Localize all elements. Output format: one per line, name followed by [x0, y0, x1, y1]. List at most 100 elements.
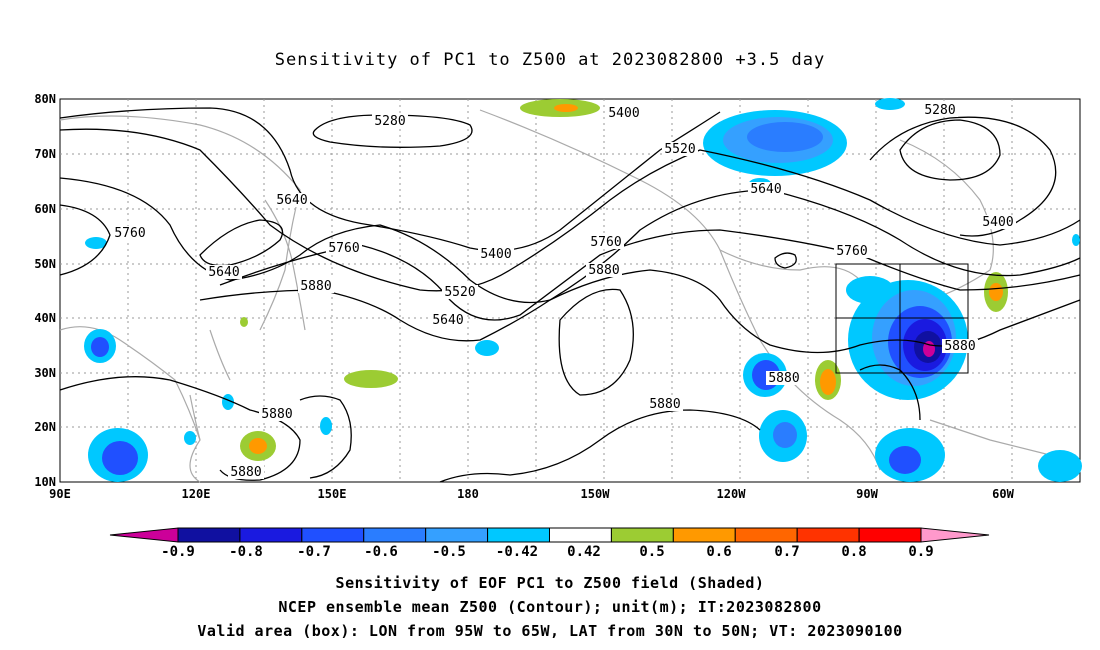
contour-5520 — [59, 128, 1081, 292]
contour-label-bg — [980, 215, 1016, 229]
negative-shade — [747, 122, 823, 152]
negative-shade — [773, 422, 797, 448]
contour-label-bg — [228, 465, 264, 479]
contour-label: 5400 — [480, 247, 511, 262]
contour-label-bg — [298, 279, 334, 293]
contour-label: 5640 — [432, 313, 463, 328]
lon-label: 60W — [992, 487, 1014, 501]
colorbar-swatch — [239, 527, 303, 543]
lat-label: 60N — [34, 202, 56, 216]
contour-label-bg — [274, 193, 310, 207]
contour-label: 5760 — [836, 244, 867, 259]
positive-shade — [240, 317, 248, 327]
contour-label: 5880 — [261, 407, 292, 422]
colorbar-swatch — [734, 527, 798, 543]
negative-shade — [222, 394, 234, 410]
colorbar-swatch — [549, 527, 612, 543]
gridlines — [60, 99, 1080, 482]
contour-label-bg — [647, 397, 683, 411]
contour-label: 5280 — [374, 114, 405, 129]
contour-label: 5880 — [300, 279, 331, 294]
colorbar — [109, 527, 990, 543]
colorbar-swatch — [177, 527, 241, 543]
negative-shade — [475, 340, 499, 356]
contour-label: 5640 — [208, 265, 239, 280]
contour-label-bg — [372, 114, 408, 128]
negative-shade — [320, 417, 332, 435]
contour-label: 5760 — [114, 226, 145, 241]
positive-shade-core — [249, 438, 267, 454]
contour-5760 — [774, 252, 797, 269]
colorbar-label: 0.42 — [567, 544, 601, 560]
negative-shade — [889, 446, 921, 474]
contour-label: 5520 — [664, 142, 695, 157]
contour-label-bg — [662, 142, 698, 156]
negative-shade — [875, 98, 905, 110]
colorbar-label: -0.8 — [229, 544, 263, 560]
contour-5280 — [899, 119, 1001, 181]
positive-shade-core — [554, 104, 578, 112]
lat-label: 70N — [34, 147, 56, 161]
colorbar-swatch — [425, 527, 489, 543]
positive-shade-core — [989, 283, 1003, 301]
contour-label-bg — [430, 313, 466, 327]
contour-5880 — [199, 269, 1081, 354]
lat-label: 80N — [34, 92, 56, 106]
contour-label: 5880 — [230, 465, 261, 480]
lat-label: 10N — [34, 475, 56, 489]
contour-label-bg — [606, 106, 642, 120]
contour-label-bg — [478, 247, 514, 261]
contour-label-bg — [766, 371, 802, 385]
lon-label: 180 — [457, 487, 479, 501]
caption-line-1: Sensitivity of EOF PC1 to Z500 field (Sh… — [335, 574, 765, 592]
colorbar-label: 0.7 — [774, 544, 800, 560]
contour-label: 5640 — [750, 182, 781, 197]
lat-label: 30N — [34, 366, 56, 380]
contour-label: 5640 — [276, 193, 307, 208]
contour-label-bg — [259, 407, 295, 421]
colorbar-end-right — [920, 527, 990, 543]
contour-label: 5880 — [944, 339, 975, 354]
lon-label: 90E — [49, 487, 71, 501]
negative-shade — [91, 337, 109, 357]
lon-label: 150W — [580, 487, 610, 501]
contour-label-bg — [834, 244, 870, 258]
contour-label-bg — [326, 241, 362, 255]
lon-label: 150E — [317, 487, 347, 501]
contour-label-bg — [922, 103, 958, 117]
colorbar-label: -0.6 — [364, 544, 398, 560]
valid-area-box — [835, 263, 969, 374]
contour-label: 5400 — [608, 106, 639, 121]
contour-5760 — [219, 229, 1081, 321]
contour-label-bg — [588, 235, 624, 249]
contour-label-bg — [586, 263, 622, 277]
negative-shade — [846, 276, 894, 304]
colorbar-label: -0.9 — [161, 544, 195, 560]
colorbar-swatch — [610, 527, 674, 543]
contour-5400 — [59, 107, 721, 252]
contour-5880 — [439, 409, 761, 483]
contour-label: 5760 — [590, 235, 621, 250]
lon-label: 90W — [856, 487, 878, 501]
colorbar-swatch — [363, 527, 427, 543]
positive-shade — [344, 370, 398, 388]
negative-shade — [1038, 450, 1082, 482]
colorbar-swatch — [301, 527, 365, 543]
lon-label: 120E — [181, 487, 211, 501]
contour-5880 — [299, 395, 352, 479]
contour-label: 5400 — [982, 215, 1013, 230]
contour-label-bg — [206, 265, 242, 279]
contour-5880 — [558, 288, 634, 396]
colorbar-label: 0.9 — [908, 544, 934, 560]
contour-label: 5520 — [444, 285, 475, 300]
contour-labels: 5280 5280 5400 5400 5400 5520 5520 5640 5640 5640… — [112, 103, 1016, 480]
contour-label: 5880 — [649, 397, 680, 412]
colorbar-label: -0.7 — [297, 544, 331, 560]
lat-label: 50N — [34, 257, 56, 271]
colorbar-swatch — [672, 527, 736, 543]
contour-label-bg — [442, 285, 478, 299]
lat-label: 40N — [34, 311, 56, 325]
caption-line-2: NCEP ensemble mean Z500 (Contour); unit(… — [278, 598, 822, 616]
contour-label-bg — [942, 339, 978, 353]
